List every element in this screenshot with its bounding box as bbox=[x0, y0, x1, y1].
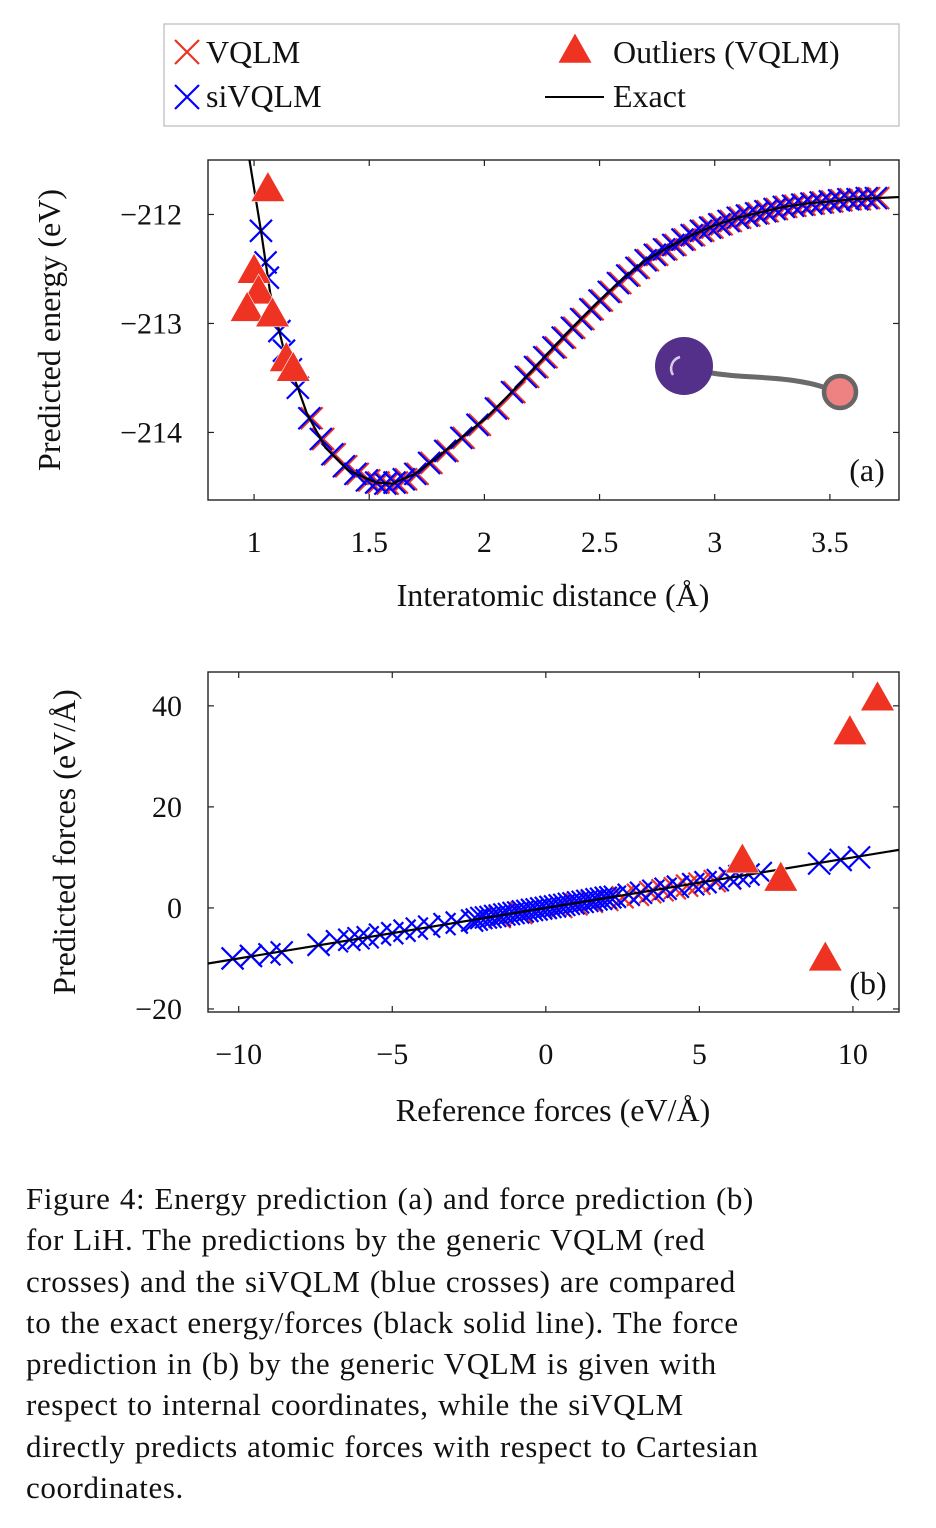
vqlm-point bbox=[299, 406, 324, 431]
plot-area bbox=[207, 671, 900, 1013]
outlier-point bbox=[807, 940, 843, 972]
outlier-point bbox=[229, 290, 265, 322]
panel-b-forces: −10 −5 0 5 10 40 20 0 −20 Reference forces (eV/Å)… bbox=[46, 671, 900, 1128]
legend-marker-sivqlm bbox=[174, 84, 200, 110]
x-tick-label: 1 bbox=[247, 526, 262, 559]
x-tick-label: −5 bbox=[376, 1038, 408, 1071]
atom-highlight bbox=[669, 355, 681, 376]
outlier-point bbox=[859, 680, 896, 712]
legend-marker-vqlm bbox=[174, 39, 200, 65]
x-tick-label: 5 bbox=[692, 1038, 707, 1071]
panel-label: (a) bbox=[849, 452, 885, 488]
outlier-point bbox=[250, 170, 286, 202]
legend-label-outliers: Outliers (VQLM) bbox=[613, 34, 840, 70]
y-tick-label: −20 bbox=[135, 993, 182, 1026]
legend-items: VQLM siVQLM Outliers (VQLM) Exact bbox=[174, 32, 840, 114]
outlier-point bbox=[832, 714, 868, 745]
y-tick-label: 0 bbox=[167, 892, 182, 925]
caption-line: respect to internal coordinates, while t… bbox=[26, 1387, 684, 1423]
y-tick-label: 40 bbox=[152, 690, 182, 723]
legend-box bbox=[163, 23, 900, 127]
legend-marker-outliers bbox=[557, 32, 593, 64]
x-tick-label: 1.5 bbox=[350, 526, 388, 559]
x-tick-label: 10 bbox=[838, 1038, 868, 1071]
caption-line: Figure 4: Energy prediction (a) and forc… bbox=[26, 1181, 754, 1216]
panel-a-energy: 1 1.5 2 2.5 3 3.5 −212 −213 −214 Interatomic dist… bbox=[31, 159, 900, 613]
bond bbox=[702, 369, 829, 391]
figure: VQLM siVQLM Outliers (VQLM) Exact 1 1.5 2 2.5 3… bbox=[31, 23, 900, 1128]
legend-label-sivqlm: siVQLM bbox=[206, 78, 322, 114]
y-tick-label: 20 bbox=[152, 791, 182, 824]
outlier-point bbox=[724, 842, 760, 874]
x-axis-label: Interatomic distance (Å) bbox=[397, 577, 710, 613]
panel-label: (b) bbox=[849, 965, 886, 1001]
caption-line: to the exact energy/forces (black solid … bbox=[26, 1304, 739, 1340]
y-tick-label: −213 bbox=[120, 307, 182, 340]
figure-caption: Figure 4: Energy prediction (a) and forc… bbox=[26, 1178, 926, 1508]
caption-line: prediction in (b) by the generic VQLM is… bbox=[26, 1346, 717, 1382]
caption-line: for LiH. The predictions by the generic … bbox=[26, 1222, 706, 1258]
caption-line: crosses) and the siVQLM (blue crosses) a… bbox=[26, 1263, 736, 1299]
lithium-atom bbox=[655, 337, 713, 395]
x-axis-label: Reference forces (eV/Å) bbox=[396, 1092, 710, 1128]
plot-marks bbox=[229, 160, 899, 496]
x-tick-label: 3 bbox=[707, 526, 722, 559]
legend: VQLM siVQLM Outliers (VQLM) Exact bbox=[163, 23, 900, 127]
x-tick-label: −10 bbox=[215, 1038, 262, 1071]
y-axis-label: Predicted forces (eV/Å) bbox=[46, 689, 82, 995]
y-axis-label: Predicted energy (eV) bbox=[31, 189, 67, 471]
plot-marks bbox=[208, 680, 899, 972]
x-tick-label: 0 bbox=[538, 1038, 553, 1071]
x-tick-label: 2 bbox=[477, 526, 492, 559]
x-tick-label: 2.5 bbox=[581, 526, 619, 559]
caption-line: coordinates. bbox=[26, 1470, 184, 1506]
x-tick-label: 3.5 bbox=[811, 526, 849, 559]
caption-line: directly predicts atomic forces with res… bbox=[26, 1428, 759, 1464]
y-tick-label: −214 bbox=[120, 416, 182, 449]
outlier-point bbox=[254, 296, 291, 328]
legend-label-vqlm: VQLM bbox=[206, 34, 300, 70]
legend-label-exact: Exact bbox=[613, 78, 686, 114]
hydrogen-atom bbox=[821, 373, 859, 411]
y-tick-label: −212 bbox=[120, 198, 182, 231]
outlier-point bbox=[275, 350, 311, 382]
lih-molecule-inset bbox=[655, 337, 859, 411]
vqlm-point bbox=[610, 885, 635, 910]
outlier-point bbox=[763, 860, 799, 892]
exact-line bbox=[248, 160, 899, 485]
